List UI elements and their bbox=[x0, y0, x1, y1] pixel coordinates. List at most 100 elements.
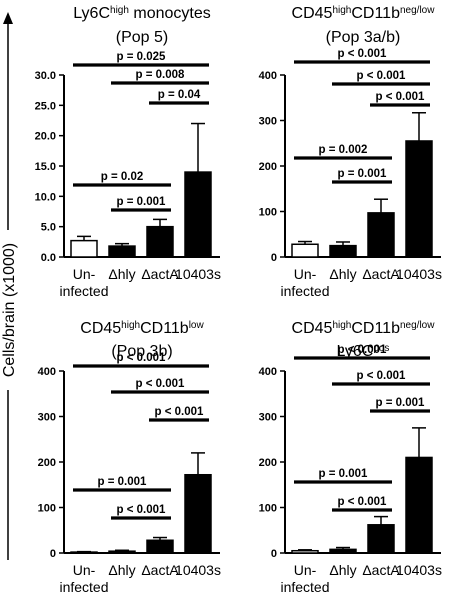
bar bbox=[108, 550, 136, 554]
significance-label: p < 0.001 bbox=[357, 70, 407, 82]
category-label-line: Un- bbox=[294, 266, 317, 282]
bar bbox=[291, 549, 319, 554]
bar bbox=[146, 225, 174, 258]
y-tick-label: 100 bbox=[259, 503, 277, 515]
significance-label: p < 0.001 bbox=[357, 370, 407, 382]
category-label-line: 10403s bbox=[175, 266, 221, 282]
panel-title-line: Ly6Chigh monocytes bbox=[73, 5, 210, 23]
significance-label: p = 0.025 bbox=[117, 51, 167, 63]
y-tick-label: 300 bbox=[38, 412, 56, 424]
category-label: Un-infected bbox=[59, 266, 108, 299]
category-label-line: Δhly bbox=[329, 562, 356, 578]
bar bbox=[329, 244, 357, 258]
category-label: Δhly bbox=[329, 266, 356, 282]
y-tick-label: 10.0 bbox=[35, 191, 56, 203]
category-label-line: ΔactA bbox=[141, 266, 179, 282]
y-tick-label: 200 bbox=[259, 457, 277, 469]
title-segment: CD11b bbox=[351, 320, 400, 337]
y-tick-label: 0.0 bbox=[41, 252, 56, 264]
significance-label: p < 0.001 bbox=[338, 48, 388, 60]
panel-pop-3ab: CD45highCD11bneg/low (Pop 3a/b) 0 100 200 300… bbox=[259, 5, 442, 300]
category-label-line: infected bbox=[59, 579, 108, 595]
panel-ly6c-pos: CD45highCD11bneg/low Ly6Cpos 0 100 200 300 400… bbox=[259, 320, 442, 596]
panel-title-line: (Pop 3a/b) bbox=[326, 29, 401, 46]
category-label-line: 10403s bbox=[396, 266, 442, 282]
y-tick-label: 100 bbox=[38, 503, 56, 515]
title-segment: Ly6C bbox=[73, 5, 110, 22]
title-superscript: high bbox=[332, 5, 351, 16]
panel-title-line: CD45highCD11blow bbox=[80, 320, 204, 338]
category-label-line: Δhly bbox=[108, 562, 135, 578]
category-label: Un-infected bbox=[59, 562, 108, 595]
title-segment: CD45 bbox=[292, 320, 333, 337]
significance-label: p < 0.001 bbox=[338, 344, 388, 356]
title-superscript: neg/low bbox=[400, 5, 435, 16]
y-axis-title: Cells/brain (x1000) bbox=[0, 12, 18, 560]
panel-title-line: CD45highCD11bneg/low bbox=[292, 320, 436, 338]
title-segment: CD11b bbox=[140, 320, 189, 337]
y-tick-label: 25.0 bbox=[35, 100, 56, 112]
significance-label: p < 0.001 bbox=[338, 496, 388, 508]
category-label-line: Δhly bbox=[329, 266, 356, 282]
y-tick-label: 200 bbox=[259, 161, 277, 173]
significance-label: p = 0.02 bbox=[101, 171, 144, 183]
bar bbox=[291, 243, 319, 258]
panel-title-line: Ly6Cpos bbox=[337, 343, 390, 361]
category-label-line: Un- bbox=[73, 562, 96, 578]
category-label: Δhly bbox=[329, 562, 356, 578]
significance-label: p = 0.001 bbox=[338, 168, 388, 180]
category-label: ΔactA bbox=[141, 562, 179, 578]
category-label-line: 10403s bbox=[175, 562, 221, 578]
category-label: Un-infected bbox=[280, 266, 329, 299]
panel-title-line: (Pop 3b) bbox=[111, 343, 172, 360]
y-tick-label: 400 bbox=[259, 366, 277, 378]
bar bbox=[184, 171, 212, 258]
significance-label: p < 0.001 bbox=[376, 91, 426, 103]
category-label: Un-infected bbox=[280, 562, 329, 595]
y-tick-label: 200 bbox=[38, 457, 56, 469]
title-segment: (Pop 5) bbox=[116, 29, 168, 46]
category-label: ΔactA bbox=[141, 266, 179, 282]
category-label: ΔactA bbox=[362, 562, 400, 578]
significance-label: p = 0.001 bbox=[319, 468, 369, 480]
category-label: 10403s bbox=[396, 562, 442, 578]
panel-pop-3b: CD45highCD11blow (Pop 3b) 0 100 200 300 400 Un-… bbox=[38, 320, 221, 596]
category-label-line: Un- bbox=[73, 266, 96, 282]
bar bbox=[329, 548, 357, 554]
y-tick-label: 15.0 bbox=[35, 161, 56, 173]
category-label: Δhly bbox=[108, 266, 135, 282]
bar bbox=[184, 473, 212, 554]
bar bbox=[70, 239, 98, 258]
title-segment: Ly6C bbox=[337, 343, 374, 360]
title-segment: CD45 bbox=[292, 5, 333, 22]
title-superscript: high bbox=[110, 5, 129, 16]
title-superscript: high bbox=[121, 320, 140, 331]
y-tick-label: 5.0 bbox=[41, 222, 56, 234]
significance-label: p = 0.001 bbox=[376, 397, 426, 409]
panel-title-line: (Pop 5) bbox=[116, 29, 168, 46]
significance-label: p < 0.001 bbox=[136, 378, 186, 390]
title-superscript: low bbox=[189, 320, 205, 331]
y-tick-label: 20.0 bbox=[35, 131, 56, 143]
category-label: 10403s bbox=[175, 266, 221, 282]
category-label: 10403s bbox=[175, 562, 221, 578]
title-superscript: neg/low bbox=[400, 320, 435, 331]
bar bbox=[367, 212, 395, 258]
category-label: Δhly bbox=[108, 562, 135, 578]
category-label: ΔactA bbox=[362, 266, 400, 282]
y-tick-label: 300 bbox=[259, 116, 277, 128]
y-axis-title-arrowhead bbox=[3, 12, 13, 24]
title-segment: (Pop 3b) bbox=[111, 343, 172, 360]
title-superscript: high bbox=[332, 320, 351, 331]
y-tick-label: 0 bbox=[271, 548, 277, 560]
significance-label: p < 0.001 bbox=[155, 406, 205, 418]
y-tick-label: 0 bbox=[271, 252, 277, 264]
significance-label: p = 0.04 bbox=[158, 89, 201, 101]
y-tick-label: 400 bbox=[259, 70, 277, 82]
significance-label: p < 0.001 bbox=[117, 352, 167, 364]
bar bbox=[108, 245, 136, 258]
y-tick-label: 100 bbox=[259, 207, 277, 219]
title-superscript: pos bbox=[373, 343, 389, 354]
category-label-line: infected bbox=[59, 283, 108, 299]
